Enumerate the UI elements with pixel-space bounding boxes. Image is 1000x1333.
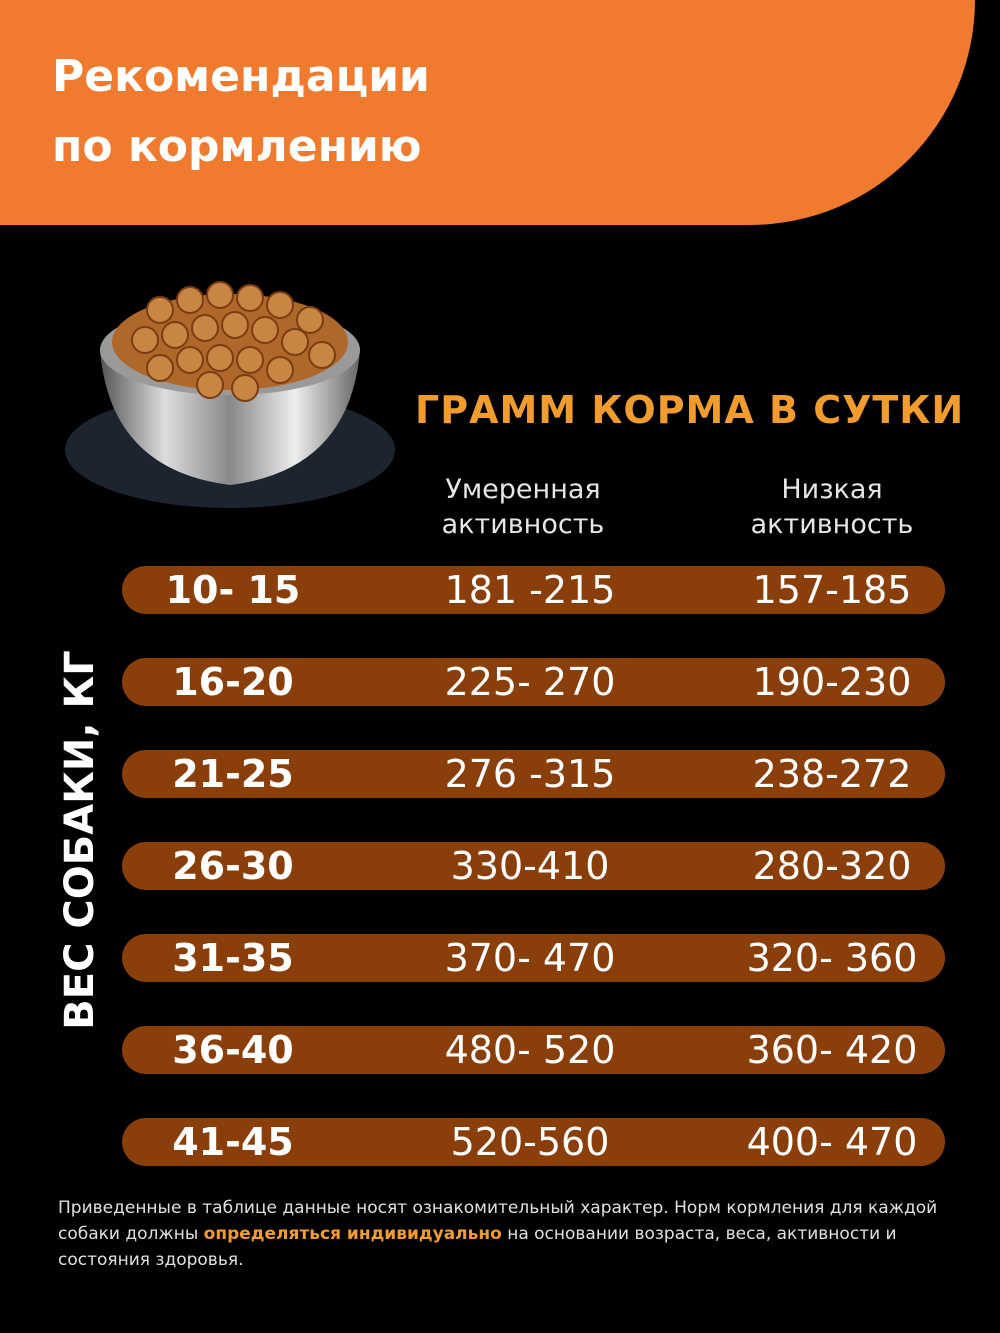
column-header-line: Умеренная bbox=[445, 474, 601, 505]
title-line: по кормлению bbox=[52, 121, 422, 172]
weight-cell: 36-40 bbox=[172, 1028, 294, 1072]
grams-cell: 320- 360 bbox=[746, 936, 918, 980]
column-header: Умеренная активность bbox=[373, 472, 673, 542]
grams-cell: 225- 270 bbox=[444, 660, 616, 704]
table-heading: ГРАММ КОРМА В СУТКИ bbox=[415, 388, 965, 432]
column-header-line: активность bbox=[750, 509, 914, 540]
grams-cell: 276 -315 bbox=[444, 752, 616, 796]
grams-cell: 370- 470 bbox=[444, 936, 616, 980]
title: Рекомендации по кормлению bbox=[52, 42, 430, 182]
footnote: Приведенные в таблице данные носят ознак… bbox=[58, 1195, 943, 1273]
weight-cell: 16-20 bbox=[172, 660, 294, 704]
column-header-line: активность bbox=[441, 509, 605, 540]
table-row: 41-45 520-560 400- 470 bbox=[122, 1118, 945, 1166]
table-row: 16-20 225- 270 190-230 bbox=[122, 658, 945, 706]
table-row: 26-30 330-410 280-320 bbox=[122, 842, 945, 890]
footnote-highlight: определяться индивидуально bbox=[203, 1224, 502, 1244]
weight-cell: 41-45 bbox=[172, 1120, 294, 1164]
table-row: 10- 15 181 -215 157-185 bbox=[122, 566, 945, 614]
table-row: 31-35 370- 470 320- 360 bbox=[122, 934, 945, 982]
table-row: 36-40 480- 520 360- 420 bbox=[122, 1026, 945, 1074]
weight-cell: 31-35 bbox=[172, 936, 294, 980]
grams-cell: 280-320 bbox=[752, 844, 912, 888]
grams-cell: 400- 470 bbox=[746, 1120, 918, 1164]
grams-cell: 480- 520 bbox=[444, 1028, 616, 1072]
grams-cell: 238-272 bbox=[752, 752, 912, 796]
grams-cell: 181 -215 bbox=[444, 568, 616, 612]
grams-cell: 157-185 bbox=[752, 568, 912, 612]
column-header: Низкая активность bbox=[682, 472, 982, 542]
header-band bbox=[0, 0, 975, 225]
column-header-line: Низкая bbox=[781, 474, 883, 505]
footnote-text: на основании возраста, веса, активности … bbox=[58, 1224, 897, 1270]
title-line: Рекомендации bbox=[52, 51, 430, 102]
bowl-image bbox=[65, 281, 395, 508]
weight-cell: 26-30 bbox=[172, 844, 294, 888]
grams-cell: 330-410 bbox=[450, 844, 610, 888]
grams-cell: 360- 420 bbox=[746, 1028, 918, 1072]
weight-cell: 21-25 bbox=[172, 752, 294, 796]
weight-cell: 10- 15 bbox=[165, 568, 301, 612]
footnote-text: Приведенные в таблице данные носят ознак… bbox=[58, 1198, 938, 1244]
table-row: 21-25 276 -315 238-272 bbox=[122, 750, 945, 798]
grams-cell: 520-560 bbox=[450, 1120, 610, 1164]
grams-cell: 190-230 bbox=[752, 660, 912, 704]
